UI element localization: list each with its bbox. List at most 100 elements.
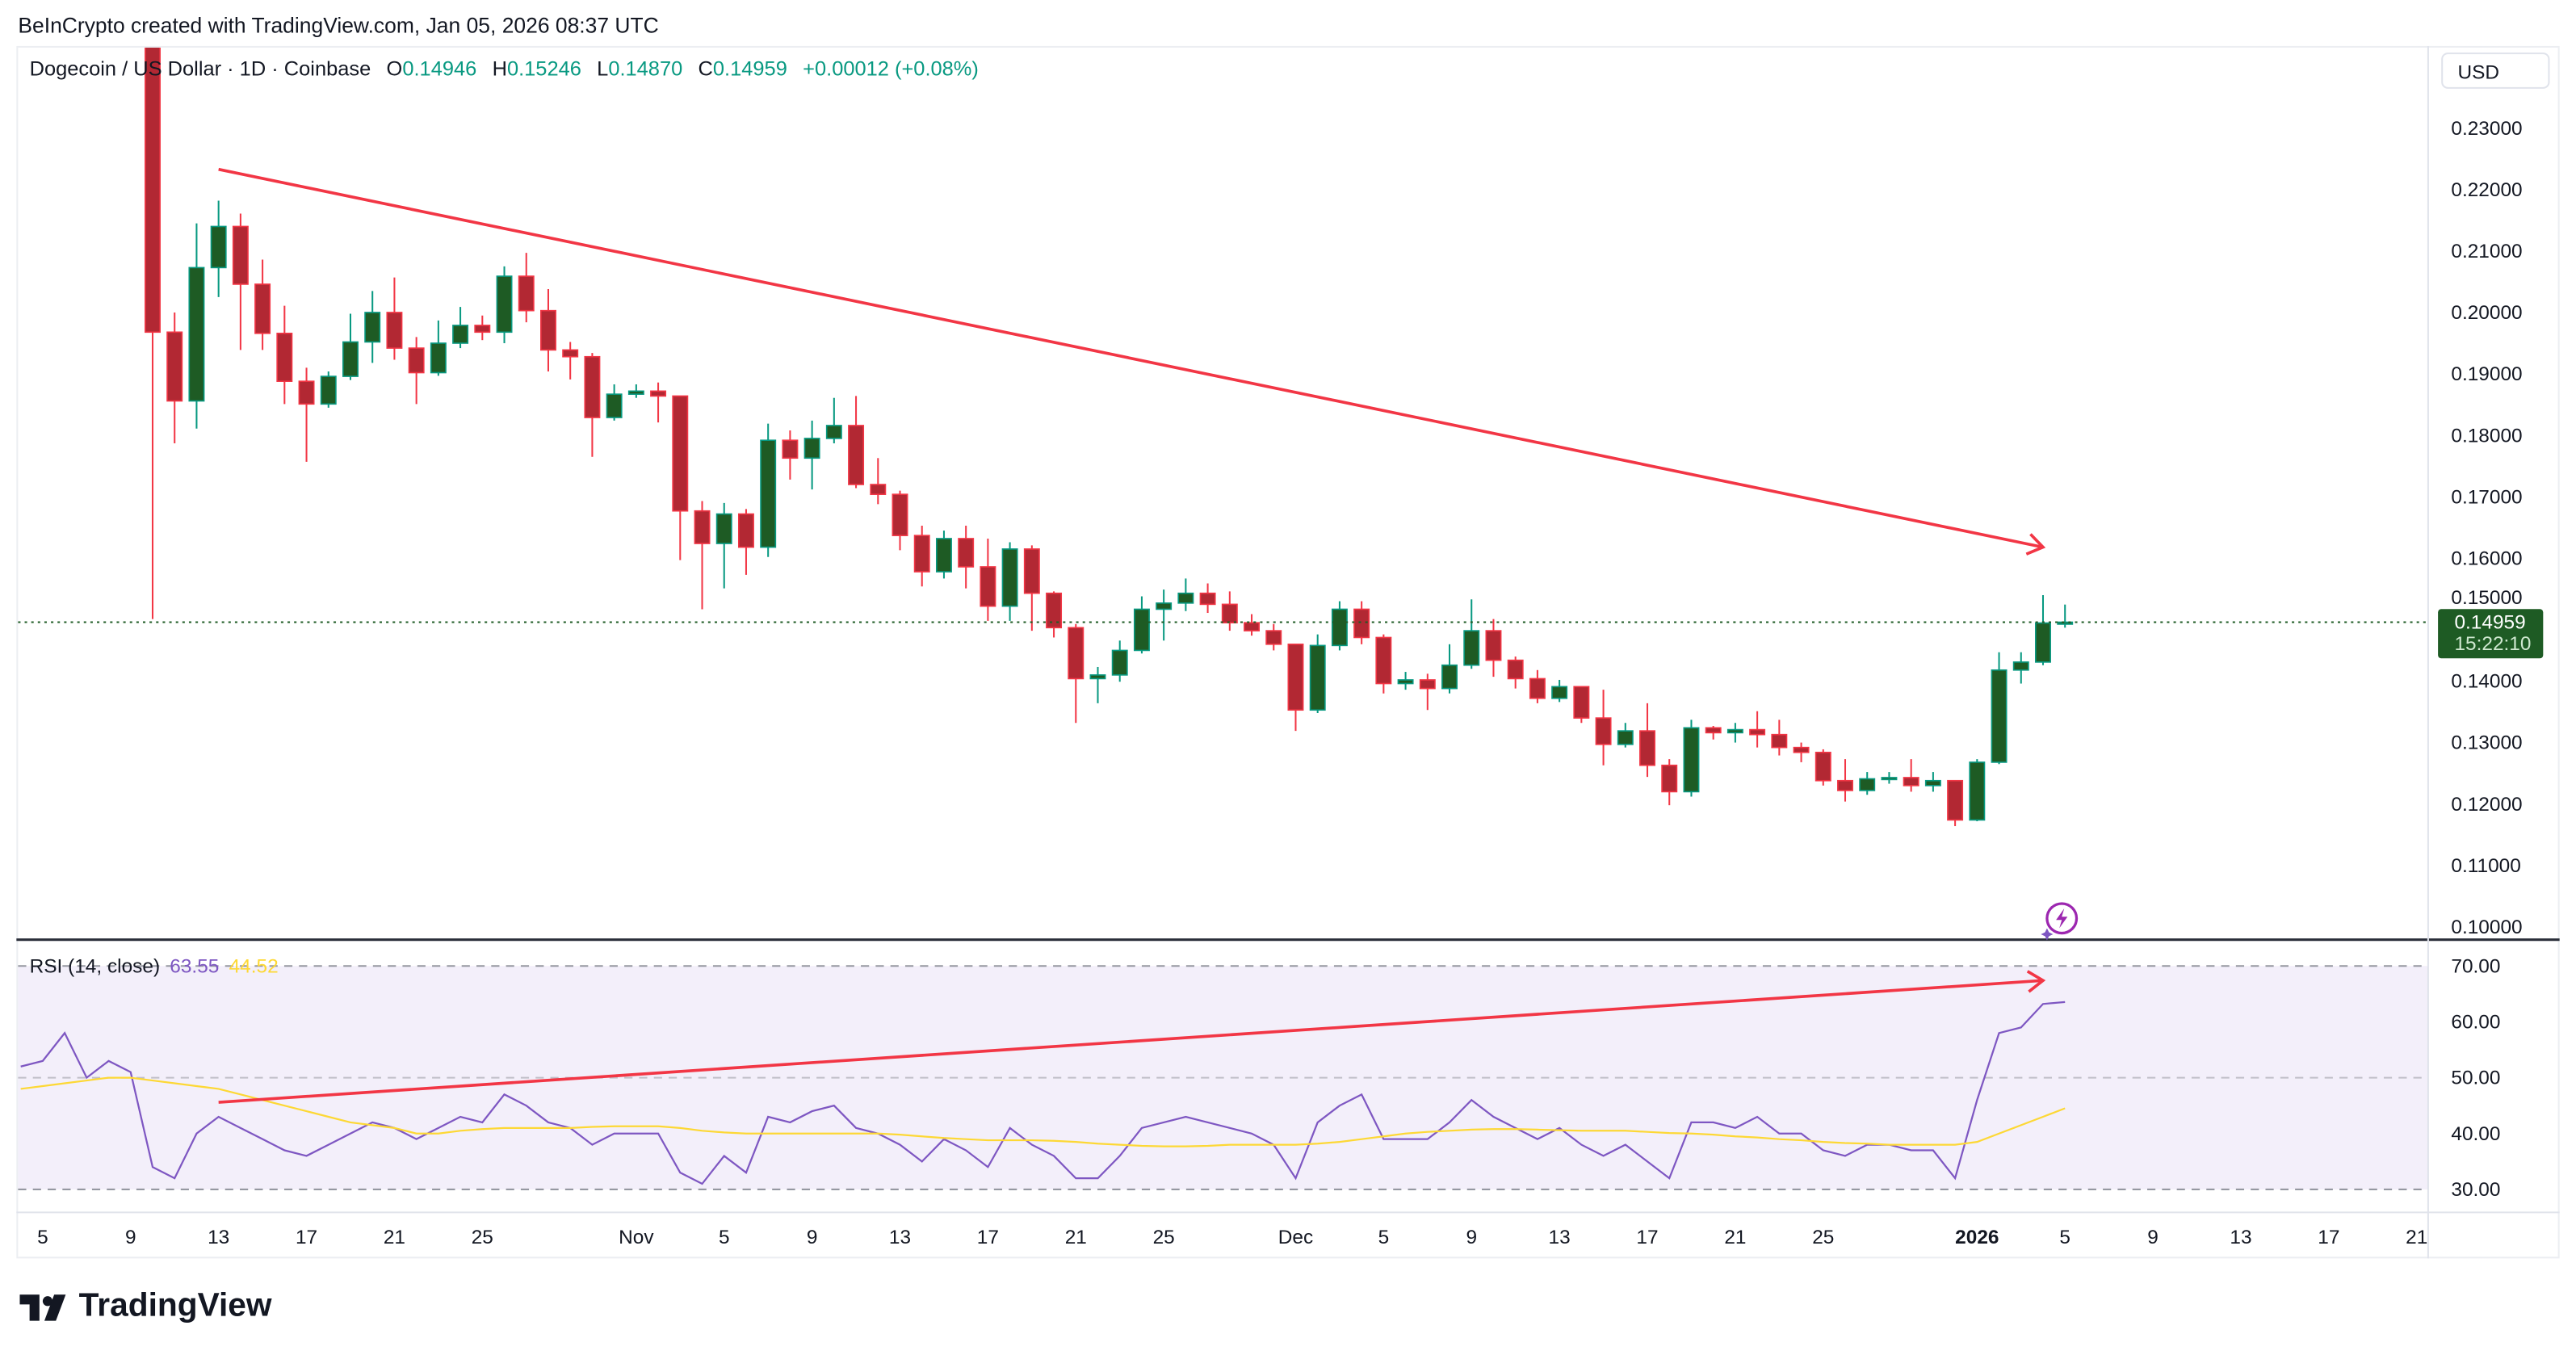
candle[interactable] (650, 382, 667, 423)
candle[interactable] (562, 342, 579, 380)
candle[interactable] (715, 502, 732, 589)
candle[interactable] (1705, 726, 1722, 740)
tradingview-logo[interactable]: TradingView (19, 1288, 272, 1326)
rsi-axis[interactable]: 30.00 40.00 50.00 60.00 70.00 (2451, 955, 2500, 1201)
candle[interactable] (1507, 657, 1524, 689)
candle[interactable] (1156, 589, 1173, 641)
candle[interactable] (1617, 723, 1634, 748)
candle[interactable] (1177, 578, 1194, 611)
candle[interactable] (782, 430, 799, 480)
candle[interactable] (1639, 703, 1655, 778)
candle[interactable] (1046, 591, 1063, 638)
candle[interactable] (1068, 623, 1085, 724)
price-trendline[interactable] (218, 167, 2046, 556)
candle[interactable] (1244, 614, 1261, 636)
candle[interactable] (145, 6, 161, 619)
candle[interactable] (1089, 666, 1106, 703)
candle[interactable] (210, 200, 227, 297)
candle[interactable] (1199, 583, 1216, 614)
candle[interactable] (825, 397, 842, 444)
candle[interactable] (870, 458, 887, 505)
candle[interactable] (606, 384, 623, 421)
candle[interactable] (298, 367, 315, 462)
candle[interactable] (1903, 759, 1919, 792)
candle-body (892, 493, 908, 536)
candle[interactable] (1859, 772, 1876, 795)
candle[interactable] (1793, 742, 1810, 762)
candle[interactable] (1485, 619, 1502, 678)
candle[interactable] (1991, 652, 2008, 765)
candle[interactable] (1529, 669, 1546, 703)
candle[interactable] (364, 291, 381, 363)
candle[interactable] (1683, 719, 1700, 797)
candle[interactable] (386, 277, 403, 360)
candle[interactable] (452, 307, 469, 349)
candle[interactable] (1419, 673, 1436, 711)
currency-button[interactable]: USD (2441, 52, 2550, 89)
candle[interactable] (1023, 545, 1040, 631)
rsi-trendline[interactable] (218, 970, 2046, 1104)
candle[interactable] (1771, 719, 1788, 756)
candle[interactable] (2012, 652, 2029, 684)
candle[interactable] (2035, 594, 2051, 665)
candle[interactable] (1726, 723, 1743, 743)
candle[interactable] (496, 266, 513, 343)
candle[interactable] (1287, 644, 1304, 732)
candle[interactable] (1001, 542, 1018, 621)
candle[interactable] (518, 253, 535, 323)
candle[interactable] (737, 509, 754, 575)
candle[interactable] (1133, 596, 1150, 654)
candle[interactable] (980, 538, 996, 621)
candle[interactable] (1463, 599, 1480, 669)
candle[interactable] (188, 223, 205, 429)
time-axis[interactable]: 5 9 13 17 21 25 Nov 5 9 13 17 21 25 Dec 5 9 13 17 21 25 2026… (37, 1227, 2427, 1248)
candle[interactable] (958, 525, 975, 589)
candle[interactable] (430, 320, 447, 376)
candle[interactable] (584, 353, 601, 457)
candle[interactable] (1397, 672, 1414, 690)
candle[interactable] (232, 213, 249, 350)
candle[interactable] (1661, 759, 1678, 806)
candle[interactable] (627, 384, 644, 398)
candle[interactable] (1441, 644, 1458, 694)
candle[interactable] (1595, 690, 1612, 766)
candle[interactable] (342, 313, 359, 380)
candle[interactable] (1924, 772, 1941, 792)
candle[interactable] (892, 490, 908, 551)
candle[interactable] (1837, 759, 1853, 802)
candle[interactable] (408, 337, 425, 405)
candle[interactable] (1815, 749, 1831, 786)
candle[interactable] (803, 420, 820, 490)
symbol-legend[interactable]: Dogecoin / US Dollar · 1D · Coinbase O0.… (30, 57, 979, 80)
candle[interactable] (1573, 686, 1590, 724)
candle[interactable] (1947, 779, 1964, 827)
candle[interactable] (320, 371, 337, 408)
price-axis[interactable]: 0.10000 0.11000 0.12000 0.13000 0.14000 0.150… (2451, 118, 2522, 938)
candle[interactable] (694, 501, 711, 610)
candle[interactable] (1265, 623, 1282, 651)
candle[interactable] (760, 423, 777, 557)
candle[interactable] (166, 312, 183, 444)
candle[interactable] (1551, 679, 1568, 703)
candle[interactable] (672, 395, 689, 560)
candle[interactable] (474, 315, 491, 341)
candle[interactable] (540, 289, 556, 371)
candle[interactable] (276, 305, 293, 405)
candle[interactable] (1749, 711, 1766, 748)
candle[interactable] (1969, 759, 1986, 821)
candle[interactable] (2057, 604, 2074, 628)
candle[interactable] (1375, 634, 1392, 694)
lightning-bolt-icon[interactable] (2041, 902, 2079, 941)
candle[interactable] (848, 396, 865, 489)
candle[interactable] (1221, 591, 1238, 631)
candle[interactable] (935, 531, 952, 579)
candle[interactable] (1881, 772, 1898, 784)
rsi-legend[interactable]: RSI (14, close) 63.55 44.52 (30, 954, 279, 977)
candle[interactable] (254, 259, 271, 350)
candle[interactable] (1353, 601, 1370, 644)
candle[interactable] (913, 525, 930, 587)
candle[interactable] (1111, 640, 1128, 682)
candle[interactable] (1309, 634, 1326, 714)
candle[interactable] (1331, 601, 1348, 651)
